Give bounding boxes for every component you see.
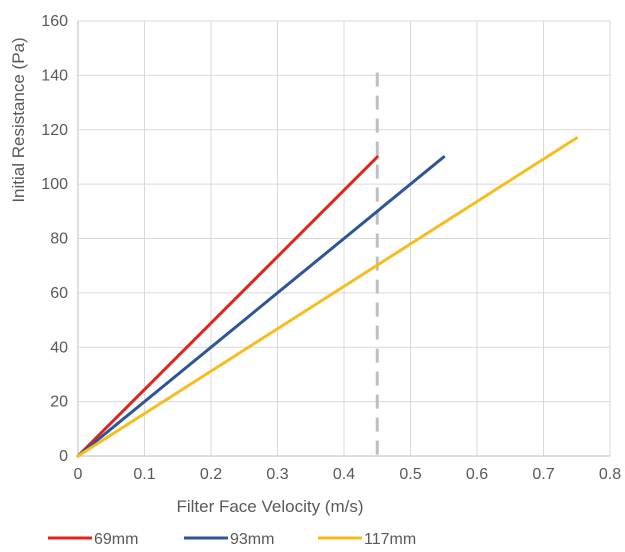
x-tick-label: 0.5 <box>399 466 421 483</box>
x-tick-label: 0.2 <box>200 466 222 483</box>
series-line-69mm <box>76 155 379 458</box>
series-line-117mm <box>76 136 579 458</box>
x-tick-label: 0.1 <box>133 466 155 483</box>
y-tick-label: 60 <box>50 285 68 302</box>
tick-labels: 0 0.1 0.2 0.3 0.4 0.5 0.6 0.7 0.8 0 20 40 60 80 100 120… <box>41 13 621 483</box>
x-axis-title: Filter Face Velocity (m/s) <box>176 497 363 516</box>
legend-label-69mm: 69mm <box>94 531 138 548</box>
y-tick-label: 160 <box>41 13 68 30</box>
y-tick-label: 80 <box>50 231 68 248</box>
y-tick-label: 20 <box>50 394 68 411</box>
legend-label-93mm: 93mm <box>230 531 274 548</box>
x-tick-label: 0.6 <box>466 466 488 483</box>
legend-label-117mm: 117mm <box>364 531 416 548</box>
y-tick-label: 120 <box>41 122 68 139</box>
x-tick-label: 0.4 <box>333 466 355 483</box>
x-tick-label: 0 <box>74 466 83 483</box>
y-tick-label: 0 <box>59 448 68 465</box>
y-tick-label: 40 <box>50 339 68 356</box>
legend: 69mm 93mm 117mm <box>48 531 416 548</box>
series-group <box>76 136 579 458</box>
axes <box>77 21 610 457</box>
y-tick-label: 100 <box>41 176 68 193</box>
grid <box>78 20 611 456</box>
y-tick-label: 140 <box>41 67 68 84</box>
x-tick-label: 0.7 <box>532 466 554 483</box>
series-line-93mm <box>76 155 446 458</box>
x-tick-label: 0.8 <box>599 466 621 483</box>
x-tick-label: 0.3 <box>266 466 288 483</box>
y-axis-title: Initial Resistance (Pa) <box>9 37 28 202</box>
